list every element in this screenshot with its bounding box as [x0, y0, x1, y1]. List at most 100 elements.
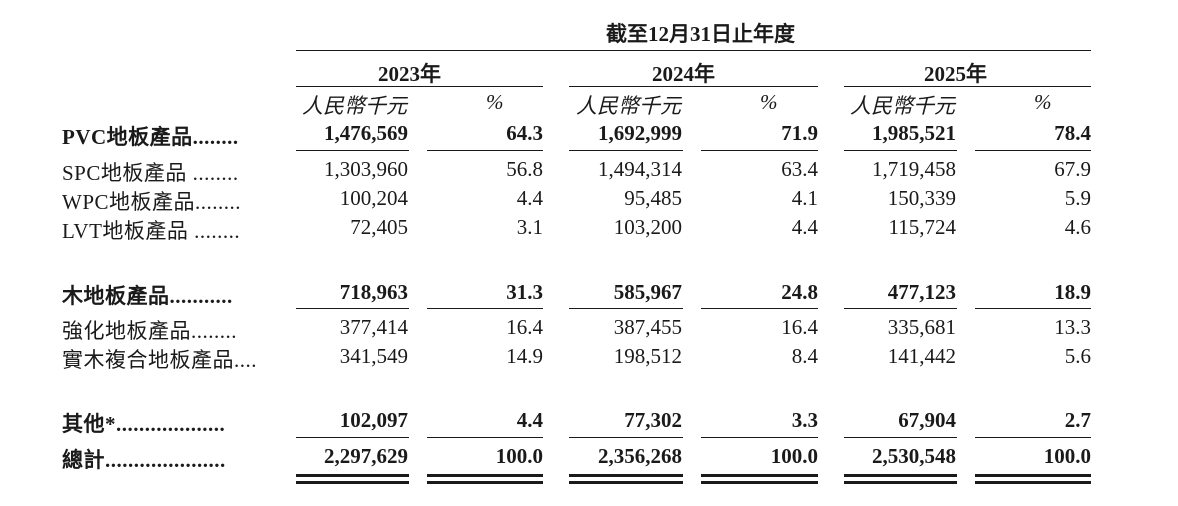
row-label: 木地板產品...........	[62, 284, 233, 308]
cell-pct-2023: 3.1	[516, 215, 543, 239]
cell-pct-2025: 4.6	[1064, 215, 1091, 239]
year-2023: 2023年	[378, 62, 441, 86]
cell-amount-2023: 102,097	[339, 408, 408, 432]
total-double-rule	[701, 474, 818, 477]
cell-amount-2024: 1,692,999	[598, 121, 682, 145]
cell-amount-2025: 141,442	[887, 344, 956, 368]
cell-pct-2024: 71.9	[781, 121, 818, 145]
subtotal-rule	[844, 150, 957, 151]
subtotal-rule	[701, 308, 818, 309]
cell-pct-2023: 16.4	[506, 315, 543, 339]
subtotal-rule	[296, 308, 409, 309]
total-double-rule	[296, 474, 409, 477]
cell-amount-2025: 2,530,548	[872, 444, 956, 468]
total-double-rule	[569, 481, 683, 484]
unit-amount-2024: 人民幣千元	[576, 94, 681, 118]
cell-pct-2024: 8.4	[791, 344, 818, 368]
cell-amount-2025: 150,339	[887, 186, 956, 210]
total-double-rule	[701, 481, 818, 484]
cell-pct-2024: 3.3	[791, 408, 818, 432]
cell-pct-2025: 5.9	[1064, 186, 1091, 210]
cell-pct-2024: 4.4	[791, 215, 818, 239]
cell-amount-2025: 1,719,458	[872, 157, 956, 181]
cell-amount-2023: 377,414	[339, 315, 408, 339]
subtotal-rule	[975, 150, 1091, 151]
cell-pct-2025: 100.0	[1043, 444, 1091, 468]
total-top-rule	[296, 437, 409, 438]
year-rule-2024	[569, 86, 818, 87]
row-label: SPC地板產品 ........	[62, 161, 239, 185]
total-double-rule	[569, 474, 683, 477]
subtotal-rule	[569, 150, 683, 151]
subtotal-rule	[844, 308, 957, 309]
total-double-rule	[975, 474, 1091, 477]
cell-amount-2023: 718,963	[339, 280, 408, 304]
year-2024: 2024年	[652, 62, 715, 86]
cell-amount-2025: 1,985,521	[872, 121, 956, 145]
cell-amount-2025: 67,904	[898, 408, 956, 432]
cell-amount-2024: 103,200	[613, 215, 682, 239]
row-label: 其他*...................	[62, 412, 226, 436]
cell-pct-2024: 63.4	[781, 157, 818, 181]
total-double-rule	[427, 474, 543, 477]
cell-pct-2023: 14.9	[506, 344, 543, 368]
unit-pct-2023: %	[486, 90, 504, 114]
cell-pct-2025: 78.4	[1054, 121, 1091, 145]
cell-pct-2023: 31.3	[506, 280, 543, 304]
cell-pct-2024: 4.1	[791, 186, 818, 210]
unit-amount-2023: 人民幣千元	[302, 94, 407, 118]
total-double-rule	[296, 481, 409, 484]
cell-amount-2023: 1,303,960	[324, 157, 408, 181]
cell-pct-2023: 100.0	[495, 444, 543, 468]
cell-amount-2024: 95,485	[624, 186, 682, 210]
row-label: 實木複合地板產品....	[62, 348, 257, 372]
total-top-rule	[844, 437, 957, 438]
unit-amount-2025: 人民幣千元	[850, 94, 955, 118]
cell-pct-2023: 4.4	[516, 186, 543, 210]
subtotal-rule	[569, 308, 683, 309]
cell-amount-2024: 198,512	[613, 344, 682, 368]
subtotal-rule	[975, 308, 1091, 309]
cell-amount-2023: 1,476,569	[324, 121, 408, 145]
total-top-rule	[975, 437, 1091, 438]
subtotal-rule	[296, 150, 409, 151]
total-top-rule	[427, 437, 543, 438]
cell-amount-2025: 477,123	[887, 280, 956, 304]
total-double-rule	[844, 481, 957, 484]
cell-pct-2025: 2.7	[1064, 408, 1091, 432]
cell-pct-2025: 5.6	[1064, 344, 1091, 368]
year-rule-2023	[296, 86, 543, 87]
cell-pct-2025: 13.3	[1054, 315, 1091, 339]
cell-amount-2024: 387,455	[613, 315, 682, 339]
cell-pct-2024: 24.8	[781, 280, 818, 304]
header-rule-top	[296, 50, 1091, 51]
cell-amount-2023: 72,405	[350, 215, 408, 239]
row-label: PVC地板產品........	[62, 125, 239, 149]
unit-pct-2024: %	[760, 90, 778, 114]
total-top-rule	[569, 437, 683, 438]
total-double-rule	[975, 481, 1091, 484]
cell-amount-2024: 77,302	[624, 408, 682, 432]
subtotal-rule	[701, 150, 818, 151]
total-double-rule	[427, 481, 543, 484]
year-rule-2025	[844, 86, 1091, 87]
cell-amount-2024: 1,494,314	[598, 157, 682, 181]
cell-amount-2025: 335,681	[887, 315, 956, 339]
period-heading: 截至12月31日止年度	[606, 22, 795, 46]
cell-amount-2024: 2,356,268	[598, 444, 682, 468]
cell-pct-2023: 64.3	[506, 121, 543, 145]
cell-pct-2023: 4.4	[516, 408, 543, 432]
unit-pct-2025: %	[1034, 90, 1052, 114]
year-2025: 2025年	[924, 62, 987, 86]
cell-amount-2024: 585,967	[613, 280, 682, 304]
cell-amount-2025: 115,724	[888, 215, 956, 239]
row-label: WPC地板產品........	[62, 190, 242, 214]
row-label: 總計.....................	[62, 448, 226, 472]
cell-pct-2023: 56.8	[506, 157, 543, 181]
row-label: 強化地板產品........	[62, 319, 237, 343]
row-label: LVT地板產品 ........	[62, 219, 241, 243]
total-top-rule	[701, 437, 818, 438]
subtotal-rule	[427, 308, 543, 309]
cell-pct-2025: 67.9	[1054, 157, 1091, 181]
total-double-rule	[844, 474, 957, 477]
